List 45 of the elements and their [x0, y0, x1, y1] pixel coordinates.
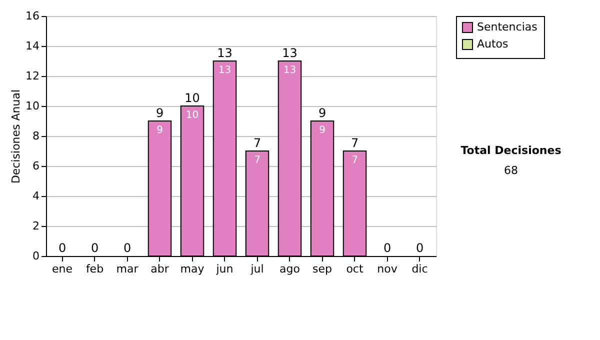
total-label: 10: [184, 91, 200, 105]
x-tick-label: sep: [312, 262, 332, 276]
total-label: 9: [156, 106, 164, 120]
text: Total Decisiones: [460, 144, 562, 157]
y-tick-label: 2: [32, 220, 40, 232]
total-label: 13: [217, 46, 232, 60]
legend-label: Autos: [477, 38, 509, 50]
x-tick-label: oct: [346, 262, 364, 276]
x-tick-label: ago: [280, 262, 300, 276]
x-tick-label: jul: [250, 262, 264, 276]
total-label: 13: [282, 46, 298, 60]
total-label: 0: [123, 241, 132, 255]
y-tick-label: 12: [26, 70, 40, 82]
y-axis-title: Decisiones Anual: [10, 89, 23, 184]
data-label: 13: [218, 65, 232, 76]
x-tick-label: may: [180, 262, 205, 276]
y-tick-label: 14: [26, 40, 40, 52]
x-tick-label: abr: [150, 262, 170, 276]
x-tick-label: nov: [377, 262, 398, 276]
total-label: 0: [416, 241, 424, 255]
x-tick-label: mar: [116, 262, 139, 276]
data-label: 7: [254, 155, 260, 166]
total-label: 0: [90, 241, 99, 255]
total-label: 7: [350, 136, 359, 150]
total-label: 0: [58, 241, 66, 255]
y-tick-label: 0: [32, 250, 40, 262]
total-label: 9: [318, 106, 326, 120]
data-label: 9: [319, 125, 326, 136]
y-tick-label: 6: [32, 160, 40, 172]
x-tick-label: feb: [86, 262, 104, 276]
data-label: 13: [283, 65, 296, 76]
y-tick-label: 8: [32, 130, 40, 142]
x-tick-label: dic: [412, 262, 428, 276]
y-tick-label: 4: [32, 190, 40, 202]
total-label: 7: [253, 136, 262, 150]
y-tick-label: 10: [26, 100, 40, 112]
x-tick-label: jun: [215, 262, 234, 276]
data-label: 7: [352, 155, 358, 166]
data-label: 9: [156, 125, 163, 136]
total-label: 0: [383, 241, 392, 255]
y-tick-label: 16: [26, 10, 40, 22]
text: 68: [504, 164, 518, 177]
data-label: 10: [186, 110, 199, 121]
legend-label: Sentencias: [477, 20, 538, 34]
x-tick-label: ene: [52, 262, 73, 276]
